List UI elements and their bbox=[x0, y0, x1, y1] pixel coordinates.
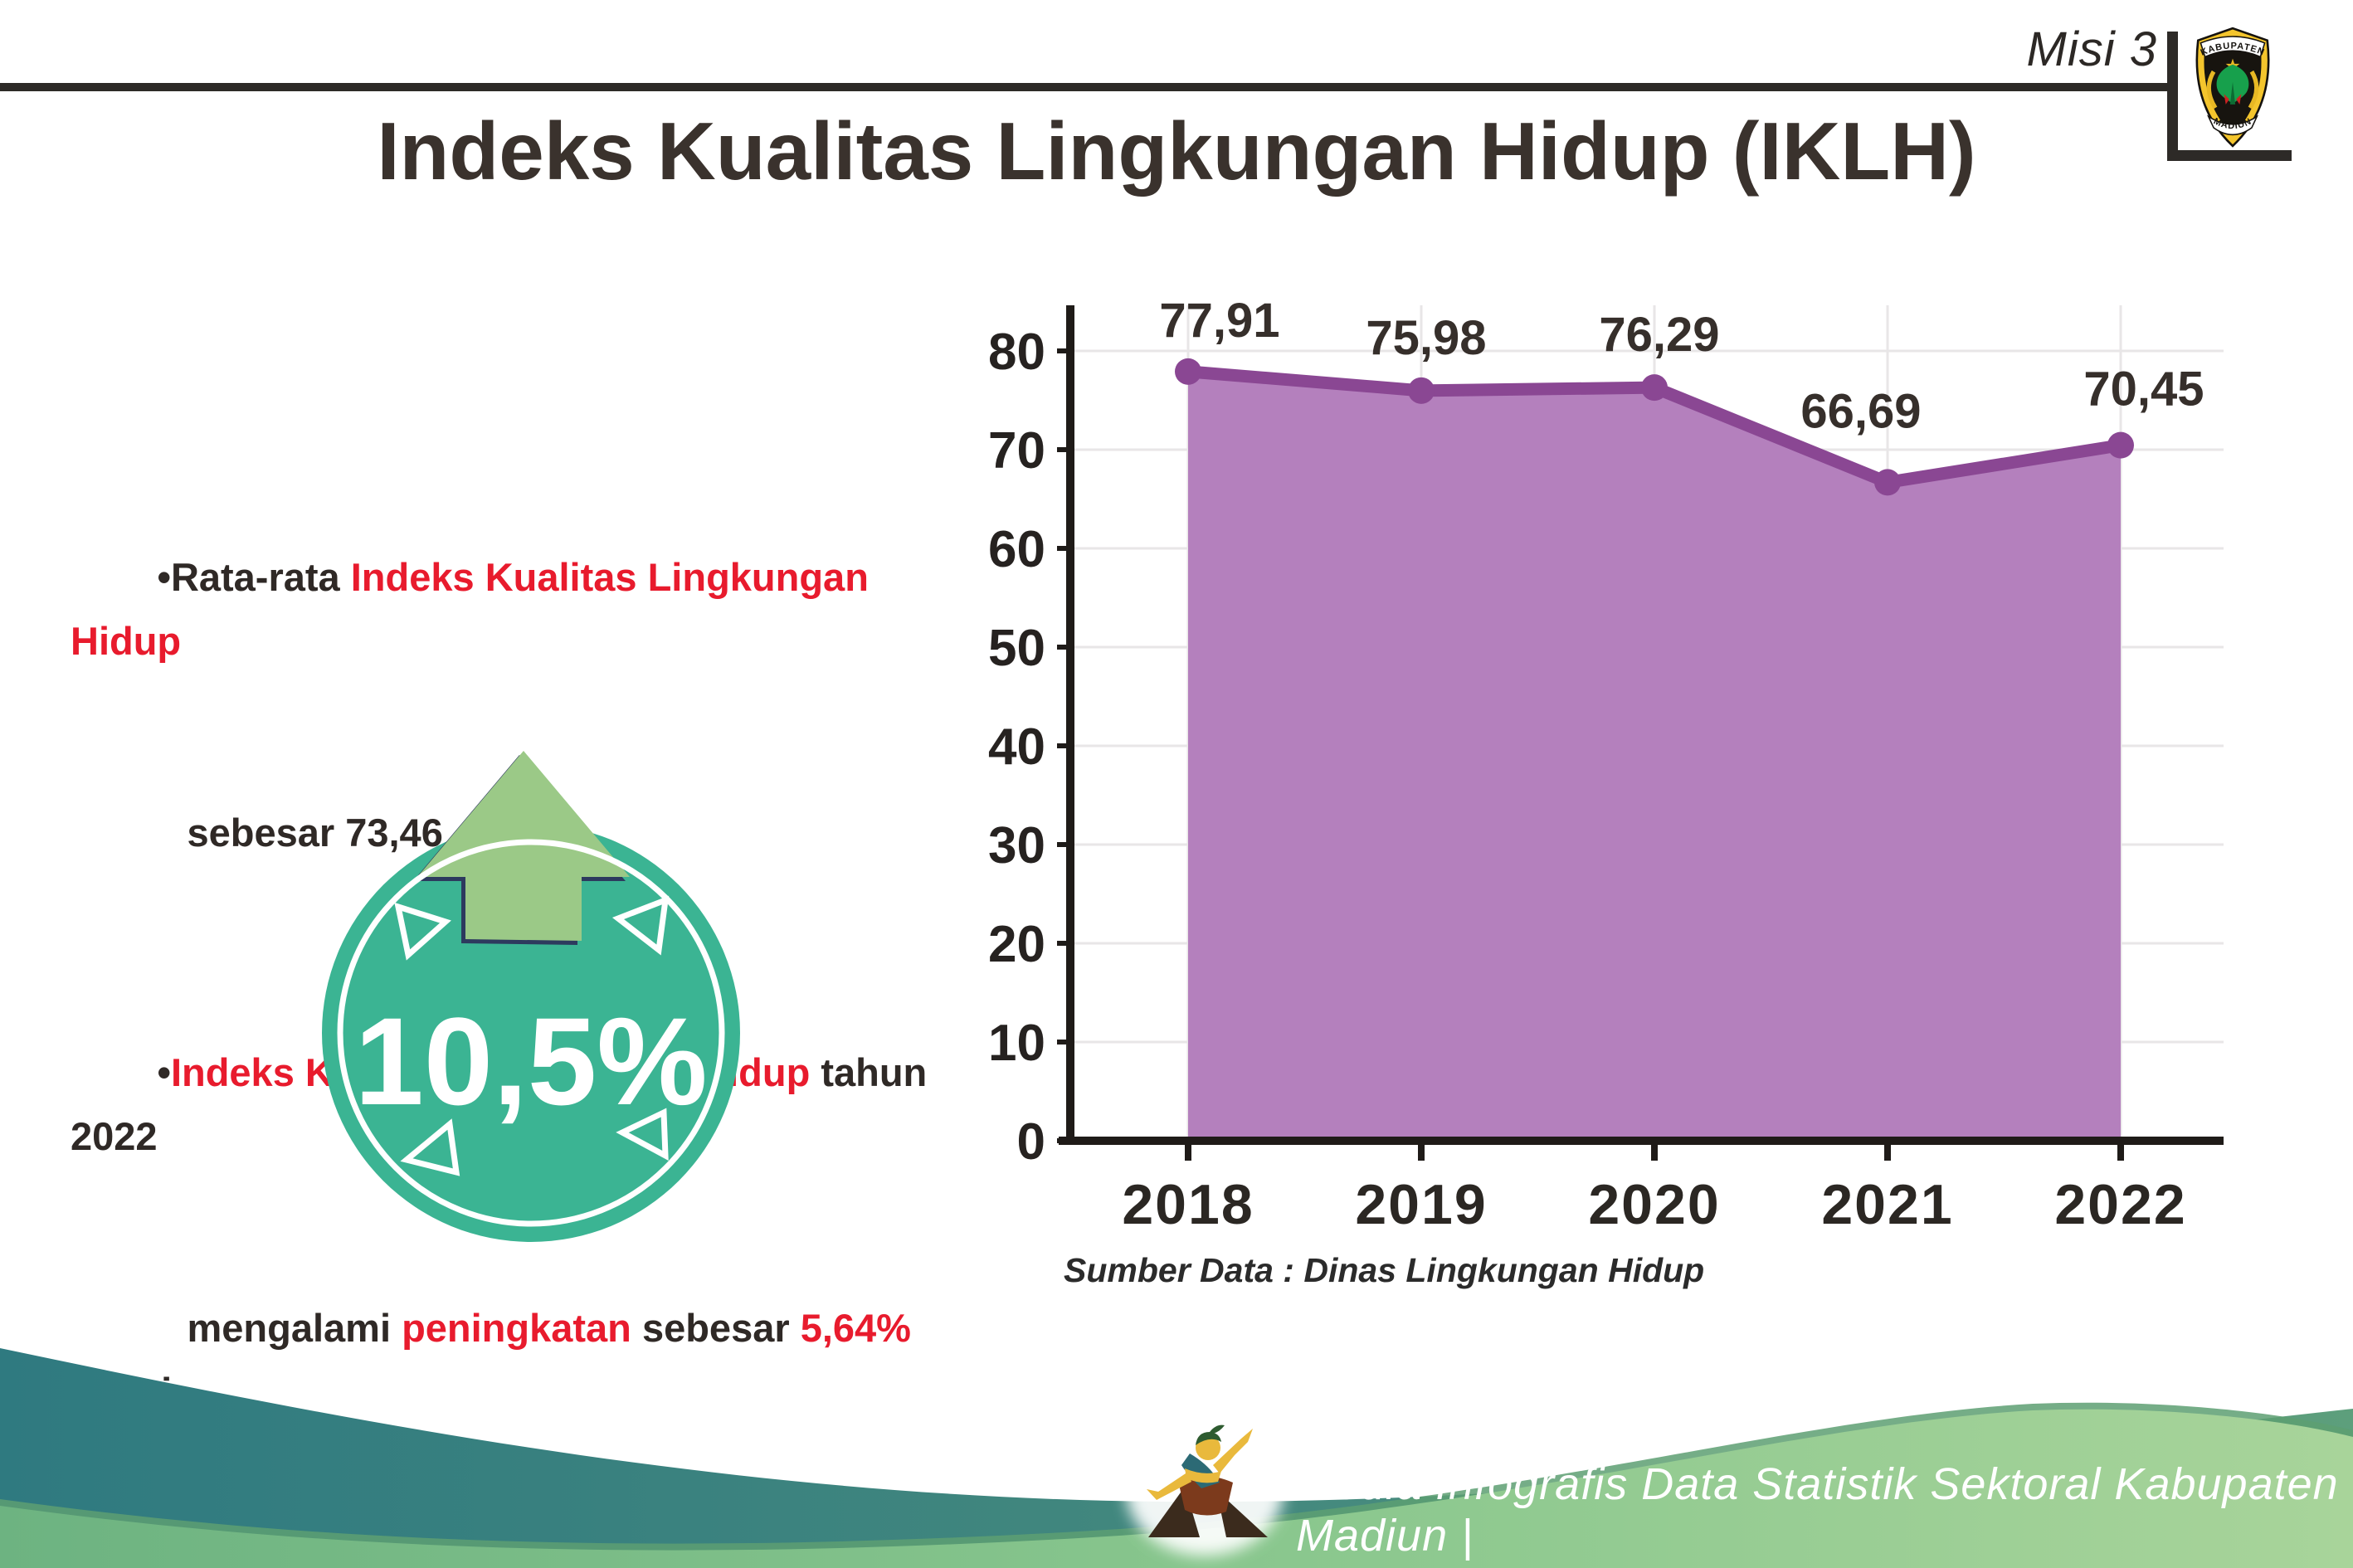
svg-text:76,29: 76,29 bbox=[1599, 308, 1719, 362]
page-title: Indeks Kualitas Lingkungan Hidup (IKLH) bbox=[377, 105, 1976, 197]
svg-text:2022: 2022 bbox=[2054, 1173, 2186, 1236]
footer-caption: Media Infografis Data Statistik Sektoral… bbox=[1296, 1459, 2339, 1561]
bullet-dot: • bbox=[157, 555, 171, 599]
svg-text:2020: 2020 bbox=[1588, 1173, 1720, 1236]
bullet2-line2d: 5,64% bbox=[800, 1306, 911, 1350]
svg-text:30: 30 bbox=[988, 817, 1045, 874]
bullet-average-iklh: •Rata-rata Indeks Kualitas Lingkungan Hi… bbox=[71, 481, 967, 928]
logo-frame-horizontal bbox=[2167, 150, 2292, 161]
logo-frame-vertical bbox=[2167, 32, 2178, 161]
svg-text:0: 0 bbox=[1017, 1113, 1045, 1171]
bullet2-text: tahun 2022 bbox=[71, 1050, 938, 1158]
svg-text:2018: 2018 bbox=[1122, 1173, 1254, 1236]
bullet2-line2b: peningkatan bbox=[402, 1306, 631, 1350]
svg-text:80: 80 bbox=[988, 324, 1045, 381]
bullet1-text: Rata-rata bbox=[170, 555, 351, 599]
svg-text:2021: 2021 bbox=[1821, 1173, 1953, 1236]
kabupaten-madiun-logo-icon: KABUPATEN MADIUN bbox=[2195, 27, 2270, 148]
mascot-icon bbox=[1126, 1423, 1284, 1556]
footer-wave bbox=[0, 1348, 2353, 1568]
svg-text:70: 70 bbox=[988, 422, 1045, 480]
sparkle-triangle-icon bbox=[616, 1108, 669, 1161]
up-arrow-icon bbox=[417, 751, 630, 941]
bullet-dot: • bbox=[157, 1050, 171, 1094]
bullet2-line2c: sebesar bbox=[631, 1306, 801, 1350]
sparkle-triangle-icon bbox=[400, 1118, 460, 1176]
logo-bottom-text: MADIUN bbox=[2212, 116, 2253, 131]
svg-text:10: 10 bbox=[988, 1015, 1045, 1072]
chart-canvas: 0 10 20 30 40 50 60 70 80 2018 2019 2020 2021 2022 77,… bbox=[988, 294, 2224, 1289]
misi-label: Misi 3 bbox=[2026, 22, 2157, 76]
svg-text:60: 60 bbox=[988, 521, 1045, 578]
svg-text:66,69: 66,69 bbox=[1800, 384, 1921, 438]
svg-text:77,91: 77,91 bbox=[1159, 294, 1279, 348]
wave-green bbox=[0, 1409, 2353, 1568]
bullet2-line2a: mengalami bbox=[187, 1306, 402, 1350]
badge-value: 10,5% bbox=[354, 991, 707, 1131]
svg-text:70,45: 70,45 bbox=[2083, 363, 2204, 416]
sparkle-triangle-icon bbox=[394, 902, 451, 961]
svg-text:75,98: 75,98 bbox=[1366, 311, 1486, 365]
sparkle-triangle-icon bbox=[611, 895, 670, 956]
svg-text:2019: 2019 bbox=[1355, 1173, 1487, 1236]
increase-badge: 10,5% bbox=[322, 751, 740, 1242]
bullet1-line2: sebesar 73,46 bbox=[187, 811, 443, 855]
svg-text:50: 50 bbox=[988, 620, 1045, 677]
bullet1-highlight: Indeks Kualitas Lingkungan Hidup bbox=[71, 555, 879, 663]
header-rule bbox=[0, 83, 2174, 91]
svg-text:MADIUN: MADIUN bbox=[2212, 116, 2253, 131]
svg-text:20: 20 bbox=[988, 916, 1045, 973]
svg-text:40: 40 bbox=[988, 718, 1045, 776]
iklh-area-chart: 0 10 20 30 40 50 60 70 80 2018 2019 2020 2021 2022 77,… bbox=[954, 282, 2232, 1319]
chart-source-note: Sumber Data : Dinas Lingkungan Hidup bbox=[1064, 1251, 1704, 1289]
